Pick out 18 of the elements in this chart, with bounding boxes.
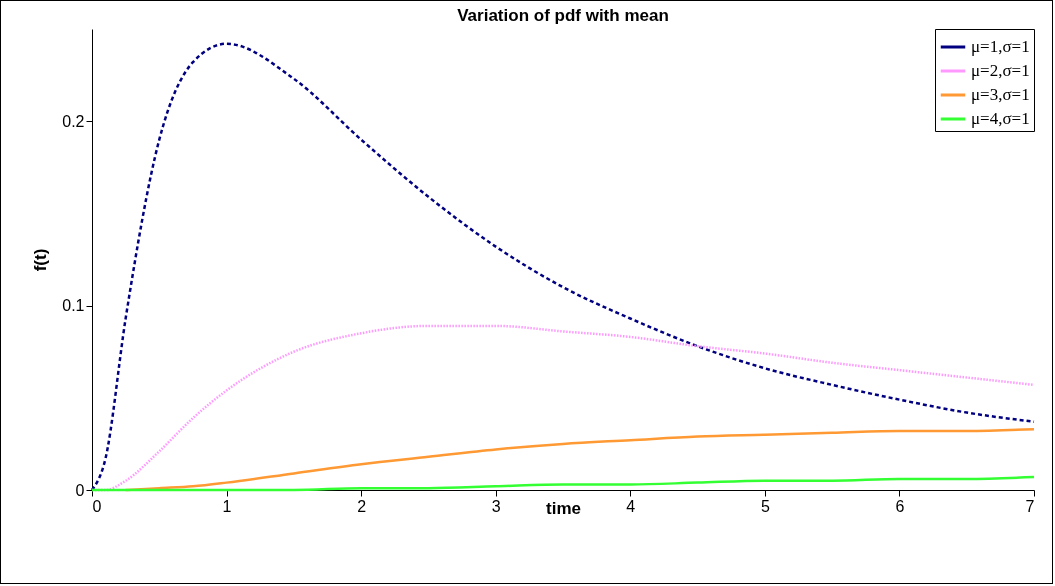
legend-label: μ=2,σ=1	[971, 61, 1030, 80]
y-axis-title: f(t)	[31, 248, 51, 272]
chart-title: Variation of pdf with mean	[457, 5, 669, 25]
y-tick-label: 0.1	[62, 297, 85, 315]
y-tick-label: 0.2	[62, 112, 85, 130]
x-tick-label: 1	[222, 497, 232, 515]
x-tick-label: 7	[1025, 497, 1035, 515]
legend-label: μ=4,σ=1	[971, 109, 1030, 128]
x-tick-label: 3	[491, 497, 501, 515]
x-tick-label: 2	[357, 497, 367, 515]
x-axis-title: time	[546, 498, 581, 518]
legend-label: μ=3,σ=1	[971, 85, 1030, 104]
x-tick-label: 6	[895, 497, 905, 515]
x-tick-label: 4	[626, 497, 636, 515]
legend-label: μ=1,σ=1	[971, 37, 1030, 56]
x-tick-label: 5	[760, 497, 770, 515]
x-tick-label: 0	[92, 497, 102, 515]
y-tick-label: 0	[75, 481, 85, 499]
